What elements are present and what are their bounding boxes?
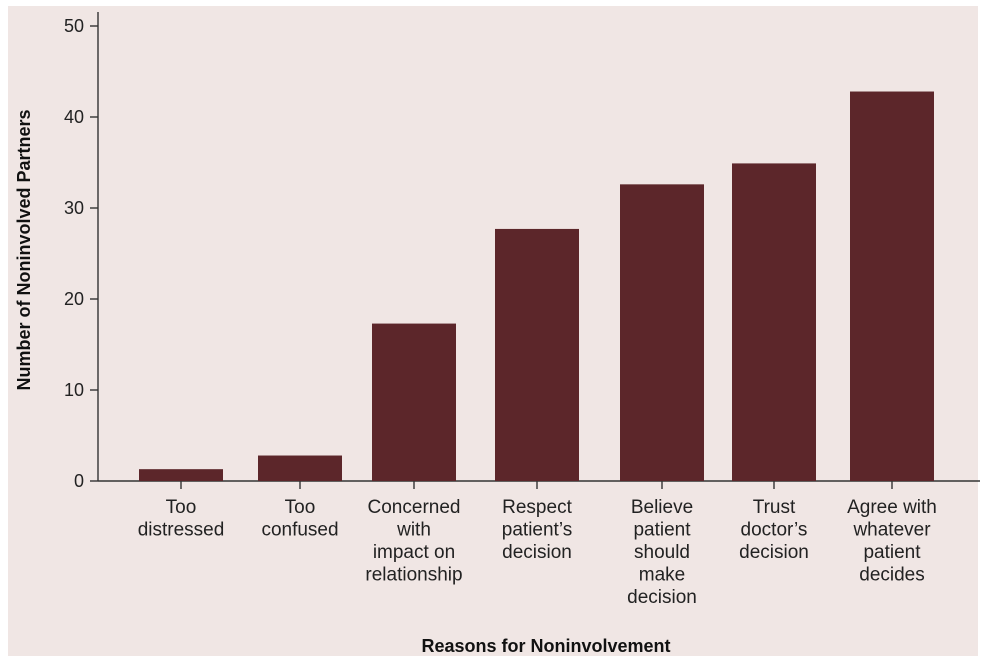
bars [139,91,934,482]
category-label: Too distressed [138,497,225,541]
y-tick-label: 0 [74,471,84,491]
category-labels: Too distressed Too confused Concerned with imp… [138,497,937,608]
y-tick-label: 50 [64,16,84,36]
bar [372,323,456,481]
category-label: Concerned with impact on relationship [365,497,462,586]
chart-panel [8,6,978,656]
bar [139,469,223,481]
y-axis: 0 10 20 30 40 50 [64,12,99,491]
category-label: Believe patient should make decision [627,497,697,608]
category-label: Agree with whatever patient decides [847,497,937,586]
bar [258,455,342,481]
bar [850,91,934,482]
x-axis-title: Reasons for Noninvolvement [421,636,670,656]
y-axis-title: Number of Noninvolved Partners [14,109,34,390]
y-tick-label: 30 [64,198,84,218]
category-label: Respect patient’s decision [502,497,573,563]
bar [620,184,704,481]
y-tick-label: 20 [64,289,84,309]
category-label: Trust doctor’s decision [739,497,809,563]
x-axis [98,480,980,489]
bar [732,163,816,481]
y-tick-label: 40 [64,107,84,127]
y-tick-label: 10 [64,380,84,400]
category-label: Too confused [261,497,338,541]
bar [495,228,579,481]
